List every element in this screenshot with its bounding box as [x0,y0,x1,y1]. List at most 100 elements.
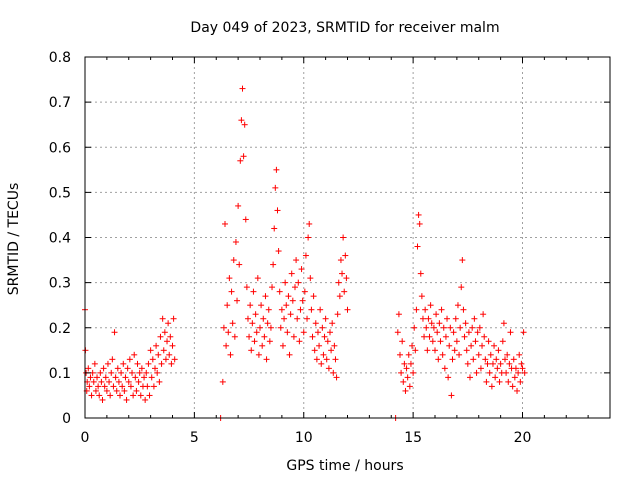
data-point [239,85,246,92]
y-tick-label: 0.3 [49,276,71,292]
data-point [441,365,448,372]
data-point [136,369,143,376]
data-point [323,356,330,363]
data-point [294,315,301,322]
data-point [504,351,511,358]
y-tick-label: 0 [62,411,71,427]
data-point [106,378,113,385]
data-point [225,329,232,336]
data-point [322,315,329,322]
data-point [155,351,162,358]
grid-lines [85,57,610,418]
data-point [440,324,447,331]
data-point [134,360,141,367]
data-point [162,356,169,363]
data-point [394,329,401,336]
data-point [169,342,176,349]
data-point [91,360,98,367]
data-point [402,387,409,394]
data-point [298,266,305,273]
data-point [263,356,270,363]
data-point [266,338,273,345]
data-point [255,351,262,358]
data-point [491,342,498,349]
data-point [148,374,155,381]
data-point [395,311,402,318]
data-point [269,284,276,291]
data-point [447,324,454,331]
axis-ticks: 0 5 10 15 20 0 0.1 0.2 0.3 0.4 0.5 0.6 0.7 0.8 [49,50,611,446]
data-point [325,365,332,372]
data-point [170,315,177,322]
data-point [260,315,267,322]
data-point [109,356,116,363]
data-point [87,374,94,381]
data-point [439,351,446,358]
data-point [507,329,514,336]
data-point [251,338,258,345]
data-point [287,311,294,318]
data-point [238,117,245,124]
data-point [308,306,315,313]
data-point [138,365,145,372]
data-point [488,383,495,390]
data-point [230,257,237,264]
data-point [336,293,343,300]
data-point [286,351,293,358]
data-point [127,383,134,390]
data-point [436,320,443,327]
data-point [228,288,235,295]
data-point [467,374,473,381]
data-point [518,360,525,367]
data-point [331,342,338,349]
data-point [159,315,166,322]
data-point [509,383,516,390]
data-point [96,392,103,399]
data-point [264,320,271,327]
data-point [332,356,339,363]
data-point [419,315,426,322]
data-point [258,302,265,309]
data-point [250,288,257,295]
data-point [329,320,336,327]
data-point [481,333,488,340]
data-point [153,342,160,349]
data-point [117,392,123,399]
data-point [492,374,499,381]
data-point [410,369,417,376]
data-point [273,166,280,173]
data-point [124,365,131,372]
data-point [94,374,101,381]
data-point [278,306,285,313]
data-point [496,378,503,385]
data-point [333,374,340,381]
data-point [143,369,150,376]
data-point [514,387,521,394]
data-point [458,284,465,291]
data-point [284,329,291,336]
data-point [306,220,313,227]
data-point [435,356,442,363]
data-point [242,216,249,223]
data-point [261,333,268,340]
data-point [165,320,172,327]
data-point [160,347,167,354]
data-point [337,257,344,264]
data-point [328,347,335,354]
data-point [342,252,349,259]
data-point [161,329,168,336]
y-tick-label: 0.1 [49,366,71,382]
data-point [427,302,434,309]
data-point [232,239,239,246]
data-point [320,351,327,358]
data-point [456,351,463,358]
data-point [430,324,437,331]
data-point [310,293,317,300]
data-point [156,378,163,385]
data-point [115,378,122,385]
data-point [463,347,470,354]
data-point [330,369,337,376]
y-tick-label: 0.5 [49,185,71,201]
data-point [407,360,414,367]
data-point [235,202,242,209]
